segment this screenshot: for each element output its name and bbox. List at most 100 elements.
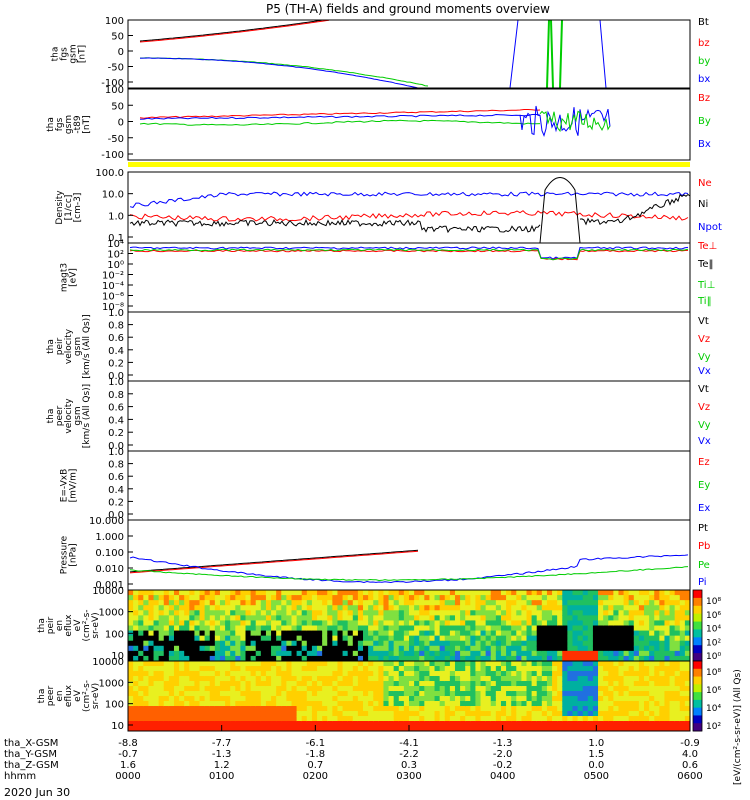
y-axis-label-line: peer: [55, 405, 65, 426]
colorbar-label-text: [eV/(cm²-s-sr-eV)] (All Qs): [733, 669, 743, 785]
x-tick-label: 0000: [115, 771, 140, 782]
trace-pi: [129, 554, 689, 584]
y-axis-label-line: fgs: [60, 47, 70, 61]
y-tick-label: 0.8: [108, 321, 124, 332]
y-tick-label: 100: [105, 85, 124, 96]
y-axis-label-line: gsm: [64, 115, 74, 134]
y-axis-label: tha peir en eflux eV (cm²-s-sr-eV): [37, 609, 101, 641]
legend-bx: bx: [698, 74, 710, 85]
legend-Vt: Vt: [698, 384, 709, 395]
y-tick-label: 100: [105, 629, 124, 640]
y-tick-label: 0.0: [108, 510, 124, 521]
y-tick-label: 0.2: [108, 497, 124, 508]
y-tick-label: 1.0: [108, 308, 124, 319]
colorbar-swatch: [693, 605, 702, 615]
panel-fgs: 100 50 0 -50 -100 tha fgs gsm [nT] Bt bz by bx: [51, 16, 711, 89]
y-axis-label-line: eflux: [64, 614, 74, 637]
legend-Ne: Ne: [698, 178, 712, 189]
x-tick-label: -4.1: [399, 738, 419, 749]
panel-peer_en: 10⁸ 10⁶ 10⁴ 10² 10000 1000 100 10 tha peer en eflux…: [37, 657, 721, 732]
trace-Bz: [139, 109, 541, 119]
y-tick-label: 1000: [99, 608, 124, 619]
y-tick-label: 10⁻⁶: [102, 292, 124, 303]
y-axis-label-line: peir: [46, 616, 56, 634]
colorbar-swatch: [693, 653, 702, 662]
panel-frame: [127, 380, 691, 452]
y-axis-label-line: velocity: [64, 328, 74, 364]
y-tick-label: -100: [101, 150, 124, 161]
legend-Vt: Vt: [698, 316, 709, 327]
colorbar-swatch: [693, 684, 702, 693]
y-tick-label: 1.0: [108, 447, 124, 458]
y-axis-label-line: Pressure: [60, 535, 70, 574]
x-row-label: tha_Z-GSM: [4, 760, 59, 771]
colorbar-swatch: [693, 629, 702, 638]
y-tick-label: 10²: [107, 250, 124, 261]
y-tick-label: 50: [111, 32, 124, 43]
colorbar-tick-label: 10⁸: [706, 668, 721, 678]
colorbar-tick-label: 10⁴: [706, 625, 721, 635]
panel-temp-plot: [129, 246, 689, 261]
trace-ni-tail: [579, 193, 690, 226]
y-axis-label: tha peer en eflux eV (cm²-s-sr-eV): [37, 680, 101, 712]
y-axis-label-line: Density: [55, 190, 65, 225]
trace-ti-par: [129, 248, 689, 261]
y-axis-label-line: [nT]: [78, 45, 88, 63]
y-tick-label: 10⁴: [107, 239, 124, 250]
x-tick-label: 4.0: [682, 749, 698, 760]
panel-peir_en-plot: [128, 590, 690, 661]
y-tick-label: 10⁰: [107, 260, 124, 271]
y-axis-label-line: [1/cc]: [64, 195, 74, 221]
x-tick-label: -1.3: [212, 749, 232, 760]
trace-By: [139, 119, 541, 126]
y-tick-label: -50: [108, 63, 124, 74]
y-axis-label-line: peir: [55, 337, 65, 355]
colorbar-swatch: [693, 707, 702, 716]
y-tick-label: 0.010: [95, 564, 124, 575]
trace-ni-peak: [539, 177, 581, 243]
colorbar-tick-label: 10²: [706, 722, 721, 732]
legend-Vy: Vy: [698, 420, 711, 431]
yellow-flag-bar: [128, 162, 690, 167]
y-axis-label-line: tha: [46, 117, 56, 132]
y-tick-label: -100: [101, 78, 124, 89]
y-axis-label: tha fgs gsm -t89 [nT]: [46, 115, 92, 134]
colorbar-tick-label: 10²: [706, 638, 721, 648]
y-tick-label: 10.000: [89, 516, 124, 527]
y-axis-label-line: tha: [37, 689, 47, 704]
trace-pe: [129, 566, 689, 582]
colorbar-swatch: [693, 699, 702, 709]
colorbar-swatch: [693, 637, 702, 646]
y-axis-label: Density [1/cc] [cm-3]: [55, 190, 83, 225]
colorbar-swatch: [693, 597, 702, 607]
y-tick-label: 1000: [99, 678, 124, 689]
y-tick-label: 10: [111, 721, 124, 732]
legend-Ex: Ex: [698, 503, 710, 514]
y-tick-label: 0.1: [108, 233, 124, 244]
y-tick-label: 0.4: [108, 346, 124, 357]
y-tick-label: 0.8: [108, 460, 124, 471]
y-tick-label: 100: [105, 16, 124, 27]
y-axis-label-line: gsm: [69, 44, 79, 63]
colorbar-swatch: [693, 613, 702, 623]
y-tick-label: 50: [111, 101, 124, 112]
panel-fgs-plot: [139, 20, 607, 88]
y-tick-label: 0.2: [108, 428, 124, 439]
trace-bx-jump2: [599, 20, 607, 88]
legend-Ti⊥: Ti⊥: [697, 280, 715, 291]
panel-frame: [127, 242, 691, 313]
y-tick-label: 0: [118, 47, 124, 58]
legend-bz: bz: [698, 38, 710, 49]
y-tick-label: 10⁻⁸: [102, 302, 124, 313]
y-axis-label-line: velocity: [64, 398, 74, 434]
y-tick-label: 1.0: [108, 377, 124, 388]
panel-peer_vel: 1.0 0.8 0.60.4 0.2 0.0 tha peer velocity gsm [km/…: [46, 377, 711, 452]
y-axis-label: Pressure [nPa]: [60, 535, 79, 574]
legend-Ti‖: Ti‖: [697, 296, 712, 307]
y-axis-label-line: [cm-3]: [73, 193, 83, 223]
y-axis-label-line: magt3: [60, 263, 70, 292]
legend-Te⊥: Te⊥: [697, 241, 717, 252]
y-tick-label: 10: [111, 651, 124, 662]
